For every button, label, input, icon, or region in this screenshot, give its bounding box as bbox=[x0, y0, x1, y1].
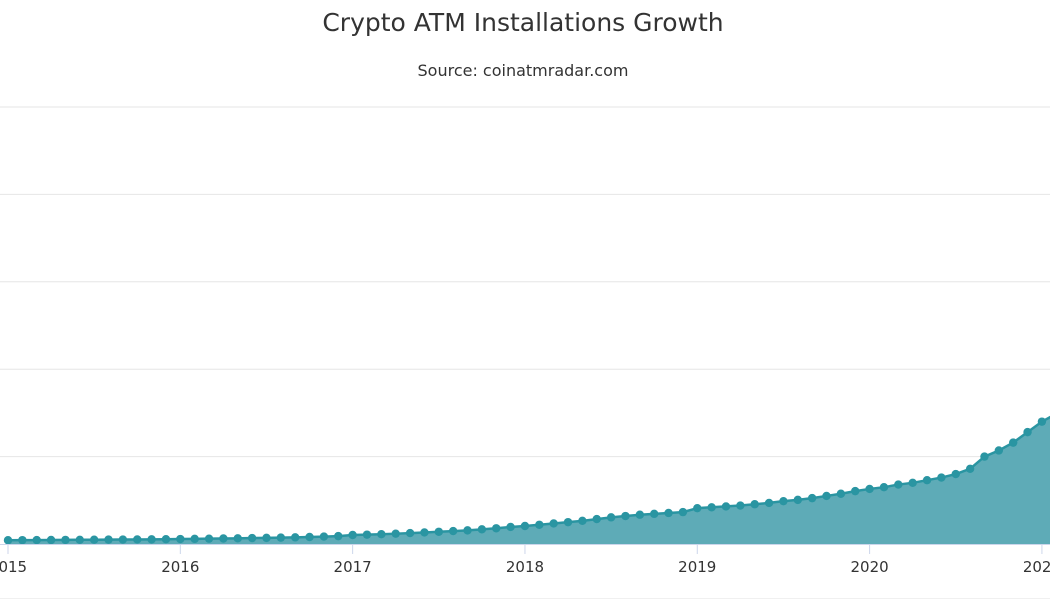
data-point bbox=[894, 480, 903, 489]
data-point bbox=[807, 493, 817, 503]
data-point bbox=[477, 525, 487, 534]
chart-subtitle: Source: coinatmradar.com bbox=[417, 61, 629, 80]
x-tick-label: 2019 bbox=[678, 558, 716, 576]
data-point bbox=[434, 527, 443, 536]
data-point bbox=[18, 535, 27, 545]
data-point bbox=[836, 489, 846, 498]
data-point bbox=[463, 526, 472, 535]
data-point bbox=[319, 532, 329, 541]
data-point bbox=[262, 533, 271, 543]
data-point bbox=[46, 535, 56, 545]
data-point bbox=[937, 473, 946, 482]
data-point bbox=[549, 519, 558, 528]
data-point bbox=[879, 482, 889, 492]
data-point bbox=[391, 529, 400, 538]
data-point bbox=[176, 534, 185, 544]
series-area bbox=[8, 417, 1050, 544]
x-tick-label: 2016 bbox=[161, 558, 199, 576]
data-point bbox=[980, 452, 989, 461]
data-point bbox=[334, 531, 343, 541]
data-point bbox=[362, 530, 372, 539]
data-point bbox=[822, 491, 831, 501]
data-point bbox=[621, 511, 630, 521]
data-point bbox=[219, 534, 228, 543]
data-point bbox=[1037, 417, 1047, 426]
data-point bbox=[348, 530, 357, 540]
data-point bbox=[89, 535, 99, 544]
data-point bbox=[664, 508, 673, 518]
data-point bbox=[492, 524, 501, 533]
data-point bbox=[1023, 427, 1032, 437]
data-point bbox=[764, 498, 774, 508]
data-point bbox=[377, 530, 386, 539]
data-point bbox=[420, 528, 429, 537]
data-point bbox=[592, 514, 601, 524]
data-point bbox=[707, 503, 716, 512]
data-point bbox=[104, 535, 113, 544]
data-point bbox=[994, 446, 1004, 455]
data-point bbox=[61, 535, 70, 545]
data-point bbox=[276, 533, 286, 542]
data-point bbox=[448, 526, 458, 536]
data-point bbox=[736, 501, 745, 510]
data-point bbox=[779, 496, 788, 506]
data-point bbox=[1009, 438, 1018, 447]
data-point bbox=[233, 534, 242, 543]
x-tick-label: 2021 bbox=[1023, 558, 1050, 576]
data-point bbox=[75, 535, 85, 545]
data-point bbox=[563, 517, 573, 527]
data-point bbox=[922, 475, 932, 485]
data-point bbox=[405, 528, 415, 538]
data-point bbox=[133, 535, 142, 544]
data-point bbox=[147, 535, 156, 544]
data-point bbox=[951, 469, 960, 479]
data-point bbox=[793, 495, 802, 505]
data-point bbox=[650, 509, 659, 519]
data-point bbox=[204, 534, 214, 543]
data-point bbox=[247, 533, 257, 543]
data-point bbox=[32, 535, 41, 545]
x-tick-label: 2017 bbox=[334, 558, 372, 576]
data-point bbox=[908, 478, 917, 488]
data-point bbox=[506, 522, 515, 532]
data-point bbox=[291, 533, 300, 542]
data-point bbox=[305, 532, 314, 542]
data-point bbox=[161, 534, 171, 544]
data-point bbox=[693, 503, 702, 513]
x-tick-label: 2020 bbox=[851, 558, 889, 576]
data-point bbox=[750, 500, 759, 509]
data-point bbox=[635, 510, 645, 519]
data-point bbox=[190, 534, 199, 544]
data-point bbox=[578, 516, 587, 526]
data-point bbox=[721, 502, 731, 511]
data-point bbox=[520, 521, 530, 531]
x-tick-label: 2018 bbox=[506, 558, 544, 576]
data-point bbox=[3, 536, 13, 545]
data-point bbox=[865, 484, 874, 494]
data-point bbox=[118, 535, 128, 544]
chart-title: Crypto ATM Installations Growth bbox=[322, 8, 724, 37]
data-point bbox=[678, 507, 688, 517]
data-point bbox=[535, 520, 544, 529]
data-point bbox=[965, 464, 975, 474]
x-tick-label: 2015 bbox=[0, 558, 27, 576]
data-point bbox=[851, 486, 860, 496]
data-point bbox=[606, 513, 616, 522]
